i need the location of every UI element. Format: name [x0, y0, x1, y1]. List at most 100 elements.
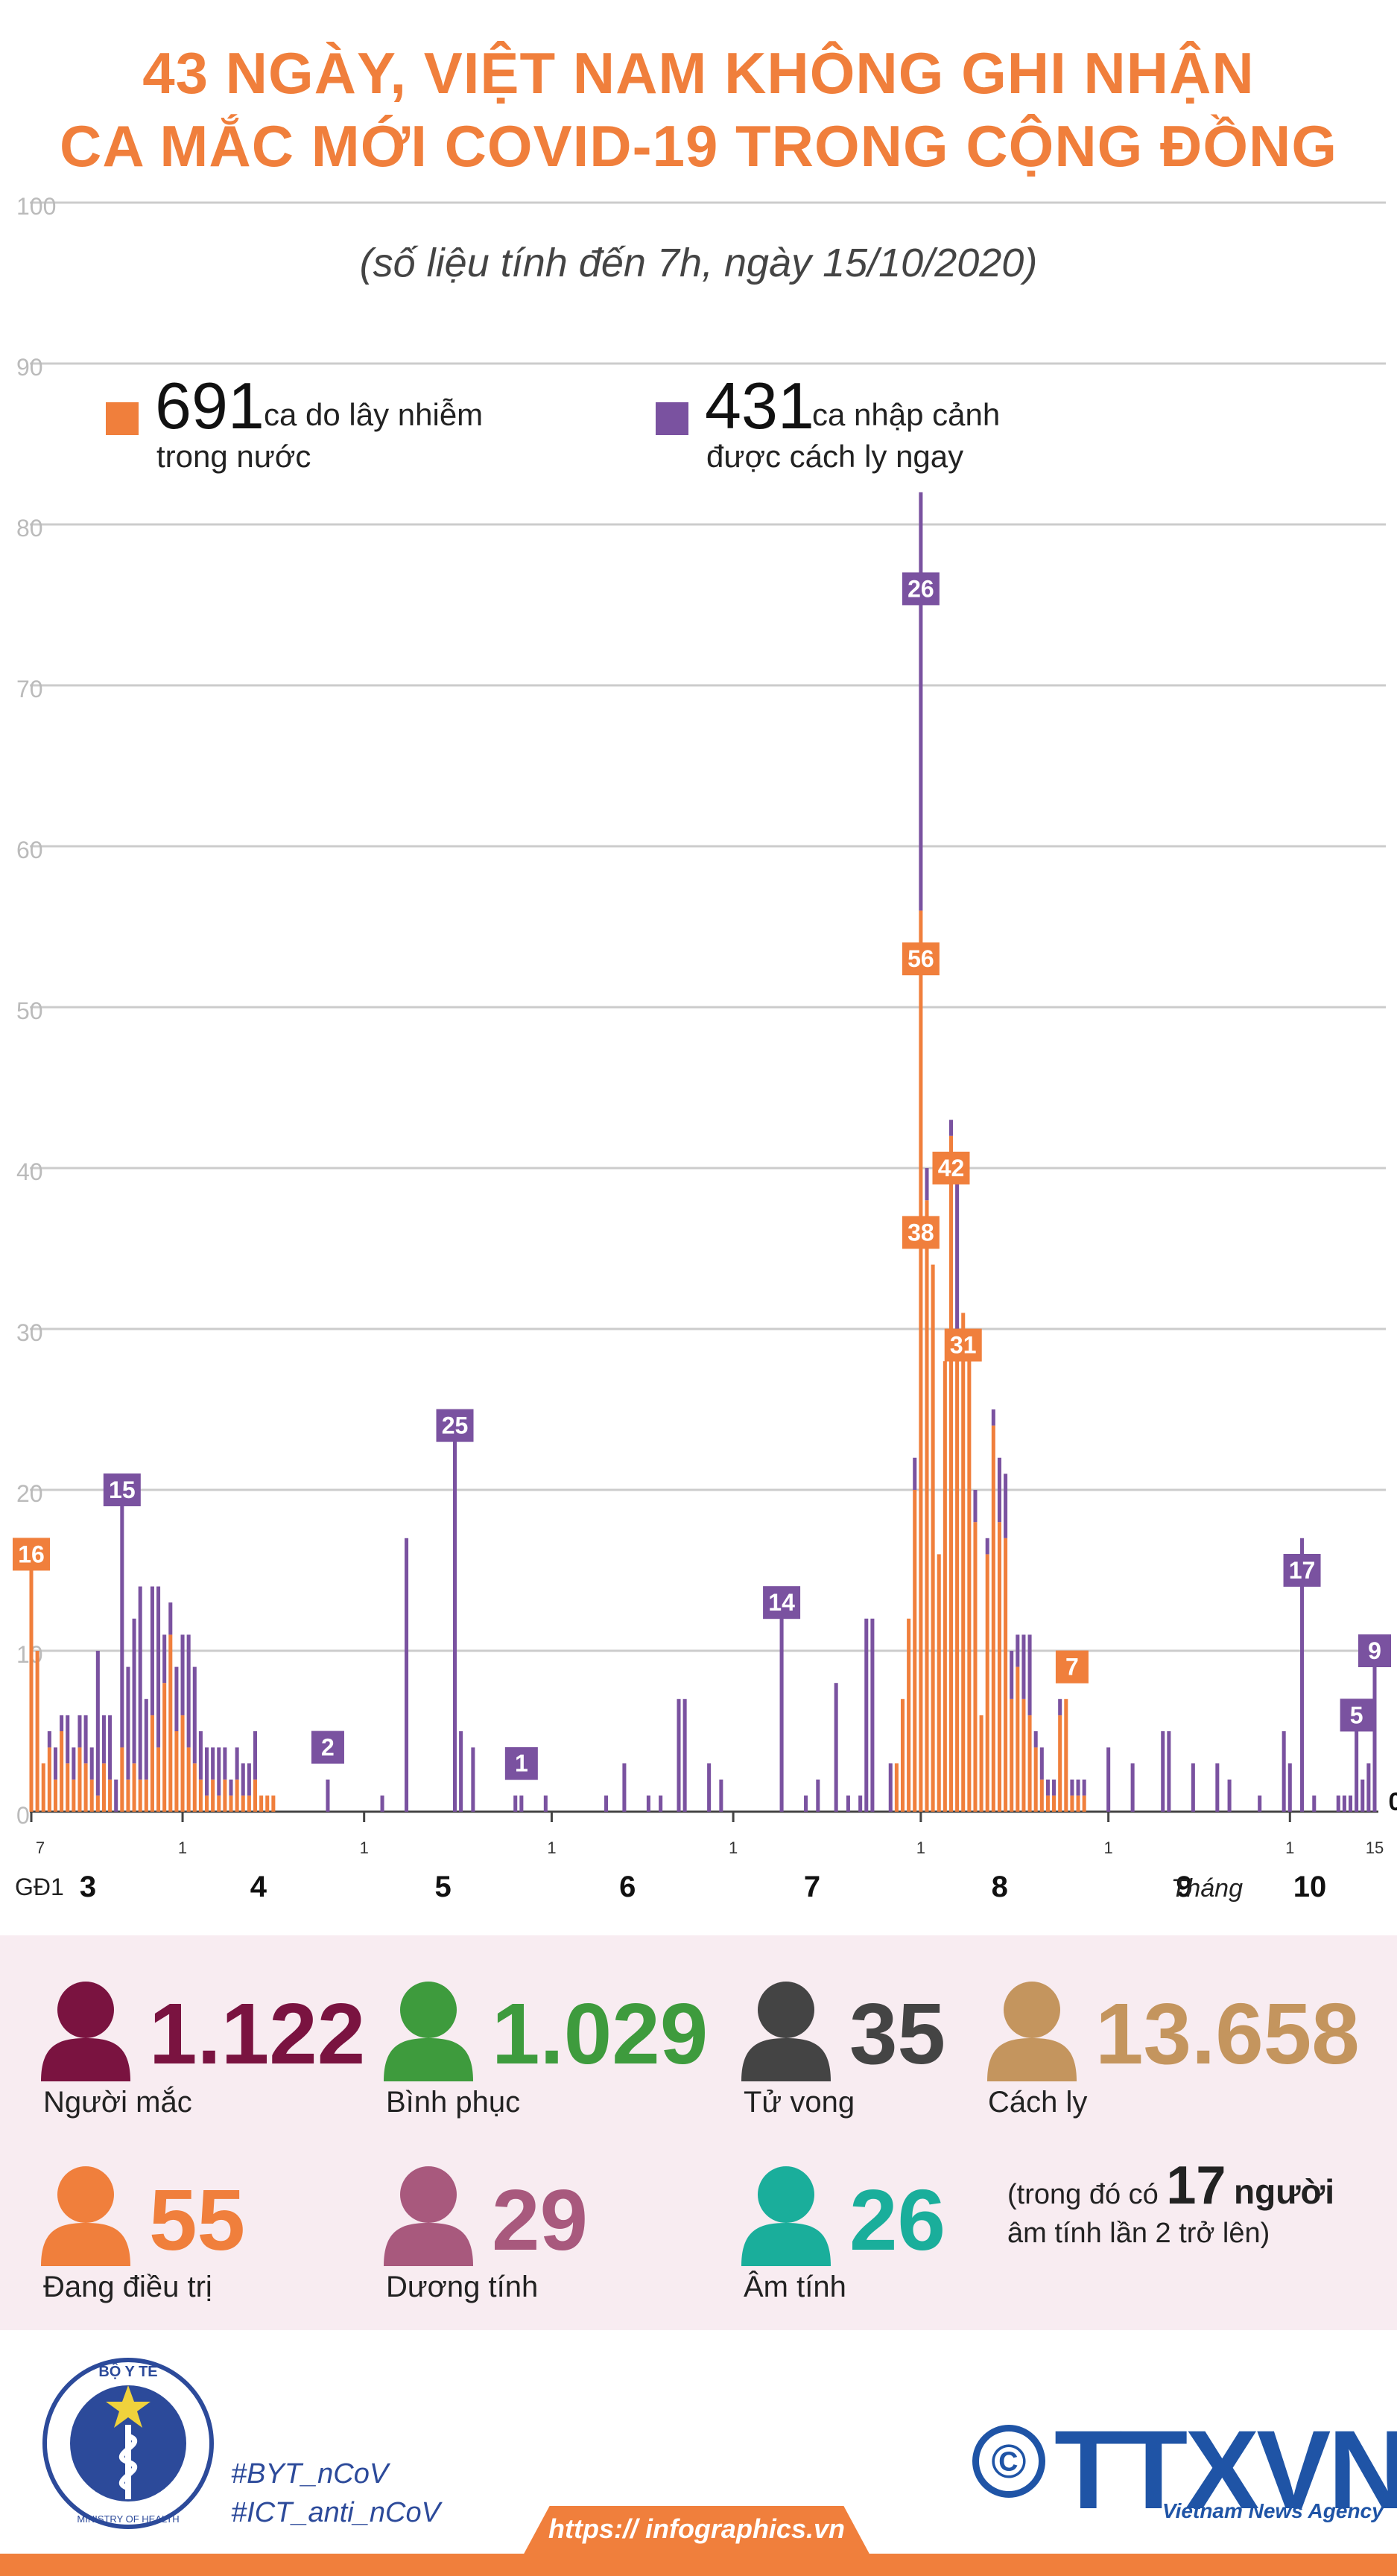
- bar-imported: [1227, 1779, 1232, 1812]
- day-tick-label: 1: [178, 1839, 187, 1857]
- bar-imported: [888, 1763, 893, 1812]
- y-tick-label: 30: [16, 1319, 43, 1346]
- stat-value: 55: [149, 2171, 246, 2268]
- bar-domestic: [174, 1731, 179, 1812]
- bar-imported: [217, 1747, 221, 1796]
- bar-imported: [985, 1538, 989, 1555]
- legend-domestic-text2: trong nước: [156, 439, 311, 474]
- bar-domestic: [937, 1554, 941, 1812]
- copyright-icon: ©: [972, 2425, 1045, 2498]
- bar-imported: [60, 1715, 64, 1731]
- y-tick-label: 70: [16, 676, 43, 702]
- legend-imported-swatch: [656, 402, 688, 435]
- bar-value-label: 25: [442, 1412, 469, 1439]
- bar-imported: [101, 1715, 106, 1764]
- bar-domestic: [89, 1779, 94, 1812]
- bar-imported: [168, 1602, 173, 1635]
- y-tick-label: 80: [16, 515, 43, 542]
- y-tick-label: 20: [16, 1480, 43, 1507]
- bar-imported: [83, 1715, 88, 1764]
- bar-value-label: 5: [1350, 1701, 1363, 1728]
- subtitle: (số liệu tính đến 7h, ngày 15/10/2020): [359, 241, 1038, 285]
- bar-value-label: 31: [950, 1332, 977, 1359]
- stat-label: Cách ly: [988, 2086, 1088, 2119]
- day-tick-label: 1: [916, 1839, 925, 1857]
- bar-imported: [1045, 1779, 1050, 1796]
- person-icon: [37, 1979, 134, 2087]
- hashtag-byt: #BYT_nCoV: [231, 2458, 389, 2490]
- bar-imported: [858, 1795, 863, 1812]
- bar-value-label-box: [944, 1328, 982, 1362]
- bar-imported: [162, 1634, 167, 1684]
- url-tab: [522, 2506, 872, 2558]
- legend-imported-number: 431: [705, 369, 814, 442]
- bar-imported: [1027, 1634, 1032, 1716]
- period-label: GĐ1: [15, 1874, 64, 1900]
- note-pre: (trong đó có: [1007, 2179, 1159, 2210]
- end-value-label: 0: [1389, 1788, 1397, 1816]
- bar-imported: [89, 1747, 94, 1780]
- bar-imported: [913, 1457, 917, 1490]
- bar-imported: [1070, 1779, 1074, 1796]
- person-icon: [37, 2163, 134, 2271]
- bar-imported: [1282, 1731, 1286, 1812]
- bar-domestic: [126, 1779, 130, 1812]
- y-tick-label: 50: [16, 997, 43, 1024]
- bar-domestic: [101, 1763, 106, 1812]
- bar-domestic: [53, 1779, 58, 1812]
- bar-domestic: [955, 1329, 960, 1812]
- bar-value-label: 17: [1289, 1557, 1316, 1584]
- legend-domestic-number: 691: [155, 369, 264, 442]
- person-icon: [738, 1979, 834, 2087]
- bar-domestic: [41, 1763, 45, 1812]
- agency-english: Vietnam News Agency: [1162, 2499, 1384, 2522]
- bar-domestic: [29, 1554, 34, 1812]
- bar-value-label: 26: [907, 575, 934, 602]
- bar-imported: [174, 1666, 179, 1731]
- stat-label: Dương tính: [386, 2271, 539, 2303]
- bar-domestic: [900, 1698, 905, 1812]
- bar-domestic: [72, 1779, 76, 1812]
- bar-imported: [205, 1747, 209, 1796]
- bar-imported: [253, 1731, 258, 1780]
- bar-domestic: [948, 1135, 954, 1812]
- bar-value-label-box: [504, 1747, 538, 1780]
- bar-imported: [72, 1747, 76, 1780]
- bar-imported: [519, 1795, 524, 1812]
- bar-imported: [95, 1651, 100, 1796]
- stat-value: 1.122: [149, 1985, 366, 2082]
- legend-imported-text2: được cách ly ngay: [706, 439, 964, 474]
- note-post: người: [1234, 2172, 1335, 2211]
- bar-value-label-box: [902, 572, 940, 606]
- bar-imported: [834, 1683, 838, 1812]
- y-tick-label: 0: [16, 1802, 30, 1829]
- bar-value-label: 14: [768, 1589, 795, 1616]
- person-icon: [983, 1979, 1080, 2087]
- bar-domestic: [138, 1779, 142, 1812]
- note-line2: âm tính lần 2 trở lên): [1007, 2218, 1270, 2249]
- bar-imported: [991, 1409, 995, 1426]
- bar-imported: [1372, 1666, 1377, 1812]
- bar-domestic: [120, 1747, 124, 1812]
- website-link[interactable]: https:// infographics.vn: [548, 2513, 845, 2544]
- bar-value-label: 1: [515, 1750, 528, 1777]
- month-label: 10: [1293, 1871, 1327, 1903]
- bar-imported: [779, 1586, 784, 1812]
- title-line-2: CA MẮC MỚI COVID-19 TRONG CỘNG ĐỒNG: [59, 113, 1337, 179]
- day-tick-label: 1: [1104, 1839, 1113, 1857]
- bar-imported: [1258, 1795, 1262, 1812]
- bar-imported: [1004, 1473, 1008, 1538]
- bar-domestic: [162, 1683, 167, 1812]
- bar-value-label-box: [902, 1216, 940, 1249]
- bar-imported: [1366, 1763, 1371, 1812]
- bar-imported: [925, 1168, 929, 1201]
- bar-imported: [1215, 1763, 1220, 1812]
- bar-domestic: [60, 1731, 64, 1812]
- bar-value-label-box: [1340, 1698, 1373, 1732]
- bar-domestic: [1010, 1698, 1014, 1812]
- bar-imported: [646, 1795, 650, 1812]
- bar-imported: [543, 1795, 548, 1812]
- bar-domestic: [1082, 1795, 1086, 1812]
- bar-value-label-box: [763, 1586, 801, 1619]
- bar-imported: [405, 1538, 409, 1812]
